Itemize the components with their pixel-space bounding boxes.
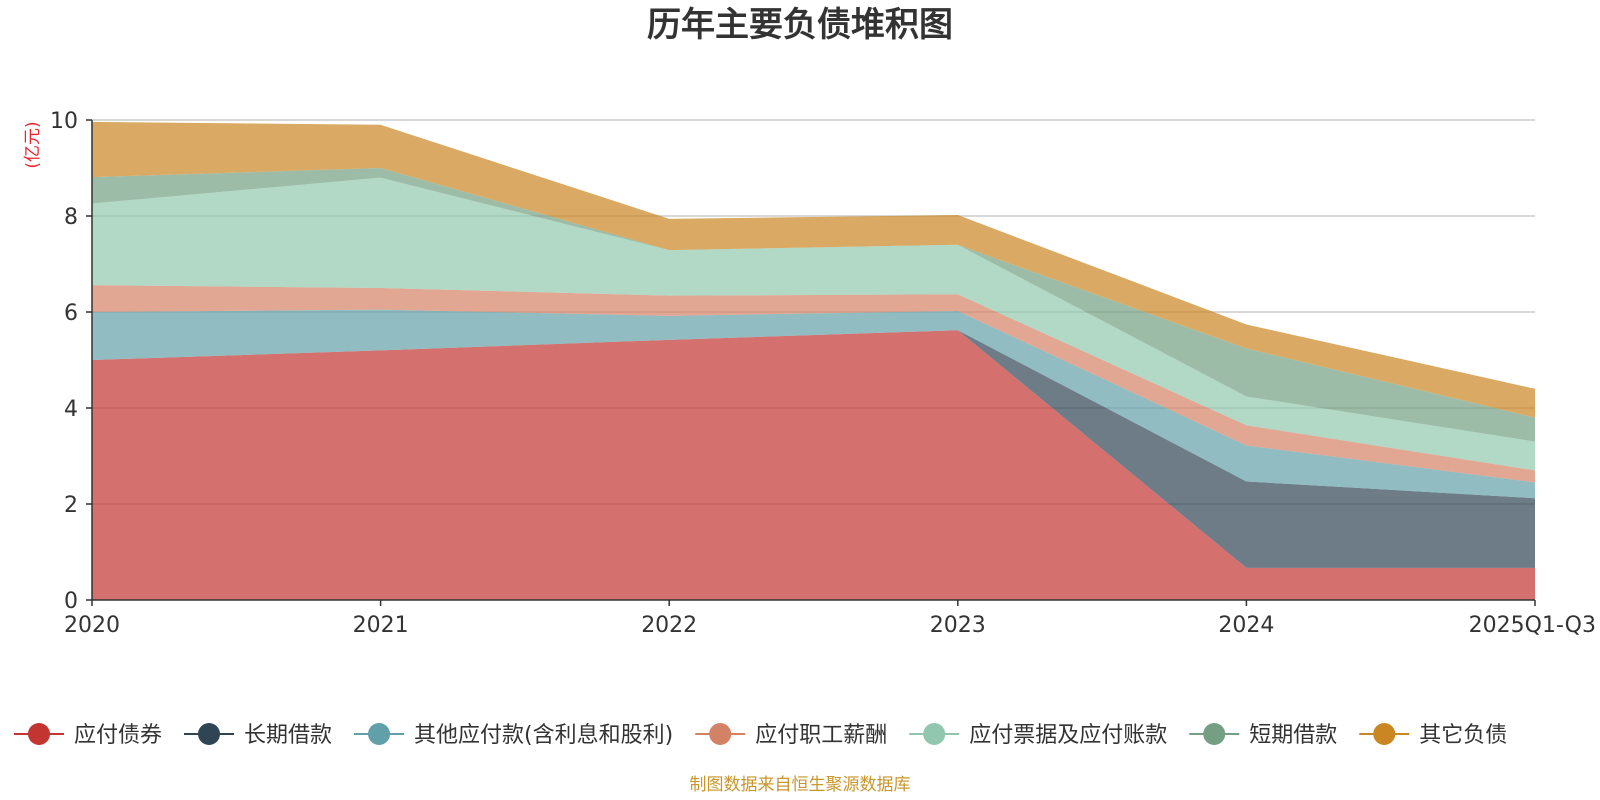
axes: 0 2 4 6 8 10 2020 2021 2022 2023 2024 2025Q1-Q3: [50, 109, 1596, 638]
x-tick-label-4: 2024: [1218, 613, 1274, 638]
legend-label-5: 短期借款: [1249, 723, 1337, 748]
area-series-group: [92, 121, 1535, 600]
legend-label-2: 其他应付款(含利息和股利): [414, 723, 673, 748]
y-axis-unit: (亿元): [23, 121, 43, 168]
y-tick-label-8: 8: [64, 205, 78, 230]
legend-item-5[interactable]: 短期借款: [1189, 723, 1337, 748]
area-series-3[interactable]: [92, 285, 1535, 483]
legend-label-4: 应付票据及应付账款: [969, 723, 1167, 748]
legend-label-6: 其它负债: [1419, 723, 1507, 748]
legend-item-3[interactable]: 应付职工薪酬: [695, 723, 887, 748]
legend-item-2[interactable]: 其他应付款(含利息和股利): [354, 723, 673, 748]
legend-label-0: 应付债券: [74, 723, 162, 748]
y-tick-label-10: 10: [50, 109, 78, 134]
legend-marker-1: [198, 723, 221, 745]
area-series-4[interactable]: [92, 177, 1535, 471]
legend-item-0[interactable]: 应付债券: [14, 723, 162, 748]
y-tick-label-2: 2: [64, 493, 78, 518]
area-series-1[interactable]: [92, 330, 1535, 568]
legend-marker-4: [923, 723, 946, 745]
chart-title: 历年主要负债堆积图: [647, 5, 953, 45]
legend-item-4[interactable]: 应付票据及应付账款: [909, 723, 1167, 748]
legend-item-6[interactable]: 其它负债: [1359, 723, 1507, 748]
y-tick-label-6: 6: [64, 301, 78, 326]
legend-marker-6: [1373, 723, 1396, 745]
legend-item-1[interactable]: 长期借款: [184, 723, 332, 748]
x-tick-label-2: 2022: [641, 613, 697, 638]
x-tick-label-1: 2021: [353, 613, 409, 638]
y-tick-label-4: 4: [64, 397, 78, 422]
source-note: 制图数据来自恒生聚源数据库: [690, 775, 911, 795]
area-series-0[interactable]: [92, 330, 1535, 600]
legend-marker-5: [1203, 723, 1226, 745]
legend: 应付债券 长期借款 其他应付款(含利息和股利) 应付职工薪酬 应付票据及应付账款 短期借款…: [14, 723, 1507, 748]
y-tick-label-0: 0: [64, 589, 78, 614]
x-tick-label-0: 2020: [64, 613, 120, 638]
area-series-2[interactable]: [92, 309, 1535, 499]
legend-marker-2: [368, 723, 391, 745]
legend-label-1: 长期借款: [244, 723, 332, 748]
legend-label-3: 应付职工薪酬: [755, 723, 887, 748]
x-tick-label-3: 2023: [930, 613, 986, 638]
legend-marker-0: [28, 723, 50, 745]
x-tick-label-5: 2025Q1-Q3: [1469, 613, 1596, 638]
area-series-6[interactable]: [92, 121, 1535, 418]
area-series-5[interactable]: [92, 168, 1535, 442]
legend-marker-3: [709, 723, 732, 745]
